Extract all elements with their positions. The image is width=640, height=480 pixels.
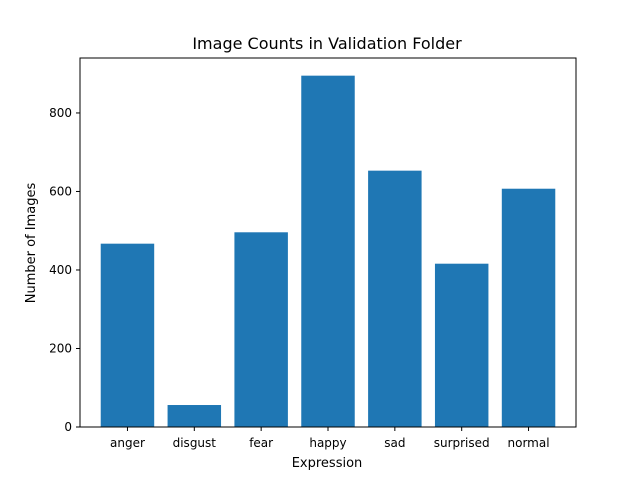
x-tick-label: normal (508, 436, 550, 450)
y-tick-label: 0 (64, 420, 72, 434)
bar-normal (501, 188, 556, 427)
bar-fear (234, 232, 288, 427)
y-axis-label: Number of Images (24, 183, 39, 304)
x-axis-ticks: anger disgust fear happy sad surprised normal (110, 427, 550, 450)
bar-anger (100, 243, 155, 427)
chart-title: Image Counts in Validation Folder (192, 34, 462, 53)
y-tick-label: 200 (49, 341, 72, 355)
x-tick-label: surprised (434, 436, 490, 450)
y-axis-ticks: 0 200 400 600 800 (49, 106, 80, 434)
x-tick-label: disgust (173, 436, 217, 450)
y-tick-label: 800 (49, 106, 72, 120)
x-tick-label: fear (249, 436, 273, 450)
bar-surprised (434, 263, 489, 427)
bar-disgust (167, 405, 222, 427)
x-axis-label: Expression (292, 456, 363, 471)
bar-sad (368, 170, 422, 427)
x-tick-label: anger (110, 436, 145, 450)
x-tick-label: happy (309, 436, 346, 450)
bars-group (100, 75, 556, 428)
y-tick-label: 600 (49, 184, 72, 198)
bar-happy (301, 75, 355, 428)
x-tick-label: sad (384, 436, 405, 450)
plot-frame (79, 57, 577, 428)
y-tick-label: 400 (49, 263, 72, 277)
